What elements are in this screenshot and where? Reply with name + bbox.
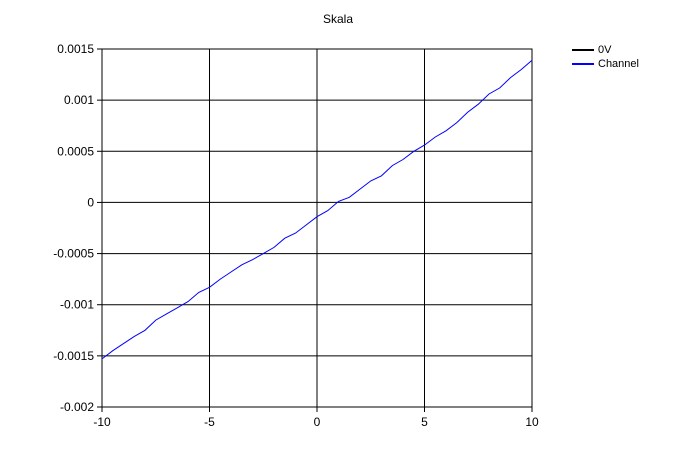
legend-swatch-channel: [572, 63, 594, 65]
x-tick-label: 0: [314, 415, 321, 429]
y-tick-label: 0: [87, 195, 94, 209]
legend-label-0v: 0V: [598, 44, 612, 56]
legend-item-0v: 0V: [572, 43, 639, 57]
legend-item-channel: Channel: [572, 57, 639, 71]
series-line-channel: [101, 59, 533, 360]
y-tick-label: -0.0005: [53, 247, 94, 261]
legend: 0V Channel: [572, 43, 639, 71]
y-tick-label: 0.0015: [57, 42, 94, 56]
x-tick-label: -10: [93, 415, 111, 429]
y-tick-label: -0.001: [60, 298, 94, 312]
y-tick-label: -0.0015: [53, 349, 94, 363]
x-tick-label: -5: [204, 415, 215, 429]
y-tick-label: -0.002: [60, 400, 94, 414]
legend-label-channel: Channel: [598, 58, 639, 70]
x-tick-label: 10: [525, 415, 539, 429]
legend-swatch-0v: [572, 49, 594, 51]
plot-frame: [101, 48, 533, 408]
y-tick-label: 0.0005: [57, 144, 94, 158]
y-tick-label: 0.001: [64, 93, 94, 107]
x-tick-label: 5: [421, 415, 428, 429]
chart-title: Skala: [322, 12, 354, 26]
